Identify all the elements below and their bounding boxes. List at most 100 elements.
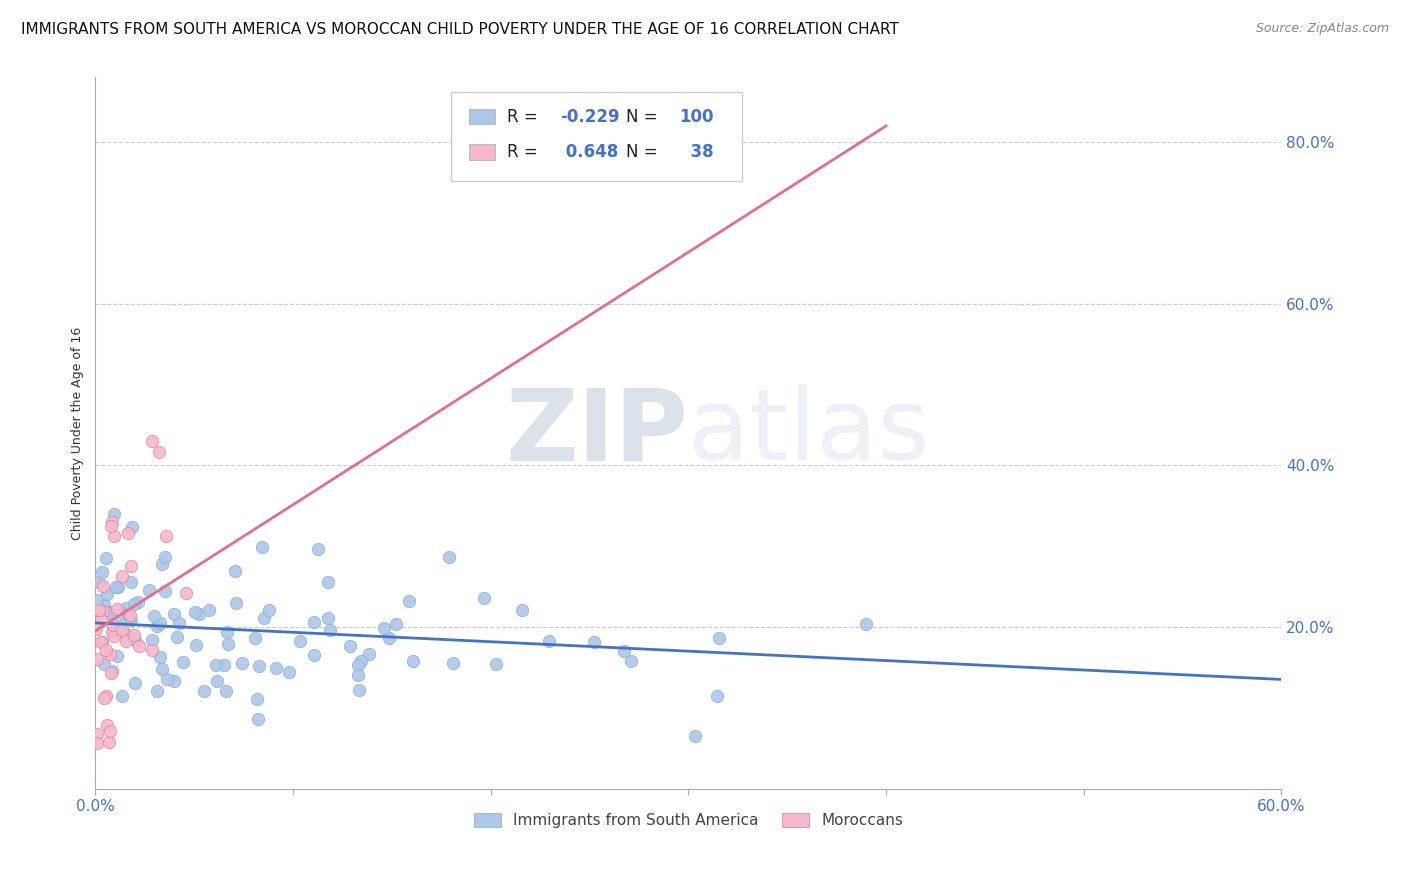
Point <box>537 634 560 648</box>
Point <box>114 601 136 615</box>
Point <box>98 735 121 749</box>
Point <box>231 657 253 671</box>
Point <box>339 639 361 653</box>
Point <box>105 602 128 616</box>
Point <box>86 727 108 741</box>
Point <box>124 632 146 647</box>
Point <box>86 736 108 750</box>
Point <box>155 584 177 599</box>
Point <box>110 623 132 637</box>
Point <box>120 607 142 622</box>
Point <box>111 606 134 620</box>
Point <box>115 633 138 648</box>
Point <box>105 648 128 663</box>
Point <box>183 606 205 620</box>
Point <box>346 658 368 673</box>
Point <box>120 574 142 589</box>
Point <box>107 618 129 632</box>
Point <box>156 672 179 686</box>
Point <box>128 639 150 653</box>
Point <box>304 648 326 663</box>
Point <box>146 618 169 632</box>
Point <box>246 712 269 726</box>
Point <box>707 631 730 645</box>
Point <box>250 540 273 554</box>
Point <box>257 603 280 617</box>
Text: 38: 38 <box>679 143 713 161</box>
Point <box>706 689 728 703</box>
FancyBboxPatch shape <box>470 109 495 124</box>
Point <box>613 644 636 658</box>
Point <box>98 724 121 739</box>
Point <box>96 587 118 601</box>
Point <box>318 623 340 637</box>
Point <box>90 634 112 648</box>
Text: atlas: atlas <box>689 384 929 482</box>
Point <box>172 655 194 669</box>
Point <box>121 520 143 534</box>
Point <box>166 630 188 644</box>
Point <box>84 622 107 636</box>
Point <box>253 610 276 624</box>
Point <box>373 621 395 635</box>
Point <box>103 629 125 643</box>
Text: -0.229: -0.229 <box>560 108 620 126</box>
Point <box>683 729 706 743</box>
Point <box>512 602 534 616</box>
Point <box>277 665 299 680</box>
Point <box>167 615 190 630</box>
Point <box>90 566 112 580</box>
Point <box>98 606 121 620</box>
Point <box>117 609 139 624</box>
Point <box>145 683 167 698</box>
Point <box>347 683 370 698</box>
Point <box>141 434 163 449</box>
Point <box>87 603 110 617</box>
Point <box>193 684 215 698</box>
Point <box>91 579 114 593</box>
Point <box>107 581 129 595</box>
Point <box>346 667 368 681</box>
Point <box>212 657 235 672</box>
Point <box>127 595 149 609</box>
Point <box>217 637 239 651</box>
Point <box>96 718 118 732</box>
Point <box>117 525 139 540</box>
Text: ZIP: ZIP <box>506 384 689 482</box>
Point <box>90 614 112 628</box>
Point <box>124 676 146 690</box>
Point <box>174 586 197 600</box>
FancyBboxPatch shape <box>470 145 495 160</box>
Text: R =: R = <box>508 143 543 161</box>
Point <box>143 608 166 623</box>
Point <box>94 550 117 565</box>
Point <box>89 604 111 618</box>
Point <box>103 529 125 543</box>
Point <box>357 648 380 662</box>
Point <box>290 634 312 648</box>
Point <box>86 592 108 607</box>
Point <box>101 624 124 639</box>
Point <box>93 657 115 672</box>
Point <box>101 618 124 632</box>
Text: 0.648: 0.648 <box>560 143 619 161</box>
Point <box>163 607 186 621</box>
Text: R =: R = <box>508 108 543 126</box>
Point <box>86 652 108 666</box>
Point <box>87 575 110 590</box>
Point <box>224 564 246 578</box>
Point <box>96 690 118 704</box>
Point <box>163 674 186 689</box>
Point <box>485 657 508 671</box>
Point <box>307 541 329 556</box>
Point <box>101 664 124 678</box>
Point <box>148 445 170 459</box>
Point <box>141 643 163 657</box>
Point <box>247 659 270 673</box>
Point <box>104 580 127 594</box>
Point <box>101 515 124 529</box>
Point <box>93 604 115 618</box>
Point <box>187 607 209 622</box>
Point <box>316 575 339 590</box>
Text: 100: 100 <box>679 108 713 126</box>
